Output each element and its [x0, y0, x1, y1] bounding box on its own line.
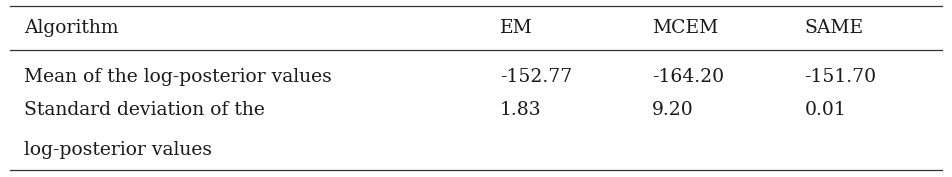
Text: 0.01: 0.01 — [804, 101, 846, 119]
Text: log-posterior values: log-posterior values — [24, 141, 211, 159]
Text: -164.20: -164.20 — [652, 68, 724, 86]
Text: Algorithm: Algorithm — [24, 19, 118, 37]
Text: 1.83: 1.83 — [500, 101, 542, 119]
Text: Standard deviation of the: Standard deviation of the — [24, 101, 265, 119]
Text: EM: EM — [500, 19, 532, 37]
Text: SAME: SAME — [804, 19, 863, 37]
Text: -151.70: -151.70 — [804, 68, 877, 86]
Text: MCEM: MCEM — [652, 19, 719, 37]
Text: 9.20: 9.20 — [652, 101, 694, 119]
Text: Mean of the log-posterior values: Mean of the log-posterior values — [24, 68, 331, 86]
Text: -152.77: -152.77 — [500, 68, 572, 86]
